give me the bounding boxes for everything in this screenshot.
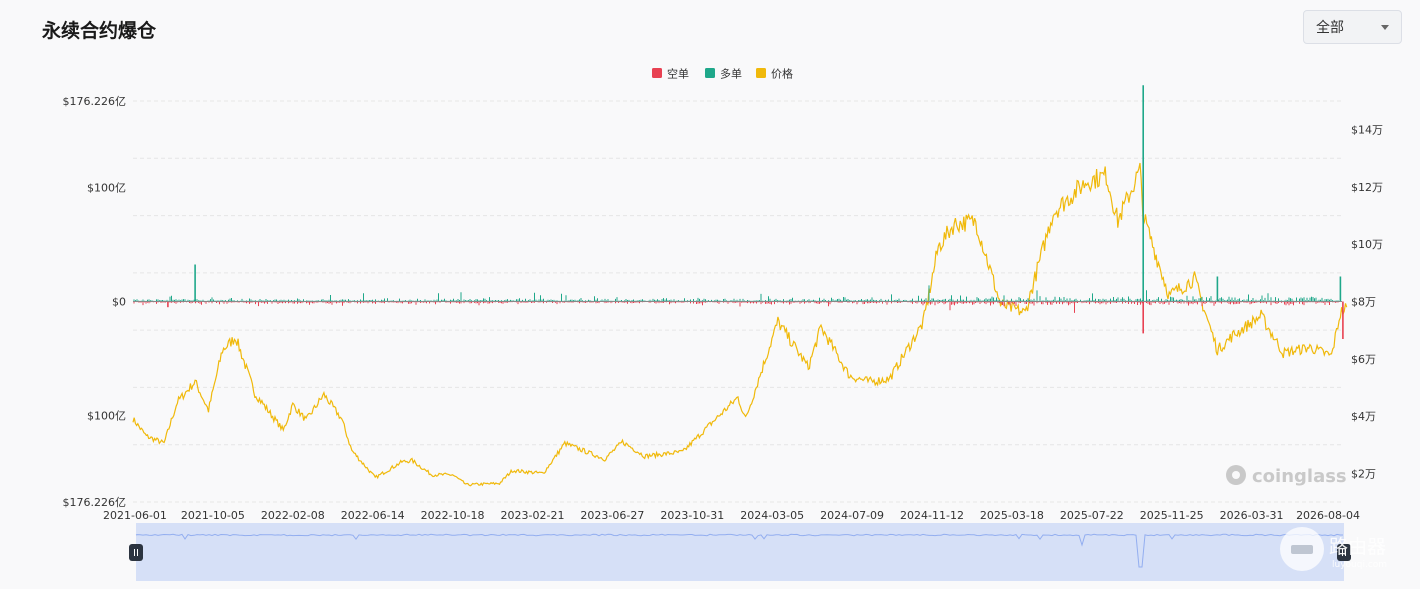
coinglass-logo-icon-core: [1232, 471, 1240, 479]
y-left-tick-label: $176.226亿: [63, 95, 127, 108]
x-tick-label: 2021-10-05: [181, 509, 245, 522]
site-badge-title: 路由器: [1329, 536, 1386, 558]
slider-track[interactable]: [136, 523, 1344, 581]
axes: $176.226亿 $100亿 $0 $100亿 $176.226亿 $14万 $12万 $1…: [63, 95, 1384, 522]
price-line: [132, 162, 1348, 487]
x-tick-label: 2023-10-31: [660, 509, 724, 522]
legend-item-price[interactable]: 价格: [756, 67, 793, 81]
router-logo-body: [1291, 545, 1313, 554]
chevron-down-icon: [1381, 24, 1389, 30]
y-left-tick-label: $100亿: [87, 182, 126, 195]
x-tick-label: 2022-10-18: [421, 509, 485, 522]
liquidation-noise: [133, 285, 1339, 313]
legend-label: 多单: [720, 67, 742, 81]
legend-label: 空单: [667, 67, 689, 81]
time-range-value: 全部: [1316, 20, 1344, 36]
drag-handle-icon[interactable]: [129, 544, 143, 561]
zoom-slider[interactable]: 路由器 luyouqi.com: [129, 523, 1387, 581]
x-tick-label: 2022-02-08: [261, 509, 325, 522]
site-badge-subtitle: luyouqi.com: [1332, 560, 1387, 570]
x-tick-label: 2024-11-12: [900, 509, 964, 522]
short-bars: [133, 301, 1339, 313]
x-tick-label: 2023-06-27: [580, 509, 644, 522]
price-series: [132, 162, 1348, 487]
x-tick-label: 2026-08-04: [1296, 509, 1360, 522]
slider-preview-line: [135, 533, 1343, 568]
long-bars: [133, 285, 1339, 302]
y-right-tick-label: $2万: [1351, 467, 1376, 480]
y-right-tick-label: $12万: [1351, 181, 1383, 194]
slider-handle-right[interactable]: [1337, 544, 1351, 561]
liquidation-bars: [133, 85, 1344, 339]
y-right-tick-label: $10万: [1351, 238, 1383, 251]
y-left-tick-label: $0: [112, 296, 126, 309]
grid-lines: [133, 100, 1342, 503]
page-title: 永续合约爆仓: [42, 20, 157, 42]
y-left-tick-label: $100亿: [87, 409, 126, 422]
x-tick-label: 2023-02-21: [501, 509, 565, 522]
watermark-text: coinglass: [1252, 466, 1347, 487]
x-tick-label: 2025-07-22: [1060, 509, 1124, 522]
legend-item-short[interactable]: 空单: [652, 67, 689, 81]
legend-label: 价格: [771, 67, 793, 81]
time-range-select[interactable]: 全部: [1303, 10, 1402, 44]
x-tick-label: 2026-03-31: [1220, 509, 1284, 522]
legend-item-long[interactable]: 多单: [705, 67, 742, 81]
drag-handle-icon[interactable]: [1337, 544, 1351, 561]
slider-handle-left[interactable]: [129, 544, 143, 561]
y-left-tick-label: $176.226亿: [63, 496, 127, 509]
legend[interactable]: 空单 多单 价格: [652, 67, 793, 81]
x-tick-label: 2024-03-05: [740, 509, 804, 522]
legend-swatch: [705, 68, 715, 78]
legend-swatch: [756, 68, 766, 78]
y-right-tick-label: $8万: [1351, 296, 1376, 309]
y-right-tick-label: $4万: [1351, 410, 1376, 423]
y-right-tick-label: $6万: [1351, 353, 1376, 366]
x-tick-label: 2022-06-14: [341, 509, 405, 522]
y-right-tick-label: $14万: [1351, 124, 1383, 137]
legend-swatch: [652, 68, 662, 78]
x-tick-label: 2025-03-18: [980, 509, 1044, 522]
site-badge: 路由器 luyouqi.com: [1280, 527, 1387, 571]
x-tick-label: 2024-07-09: [820, 509, 884, 522]
x-tick-label: 2025-11-25: [1140, 509, 1204, 522]
watermark: coinglass: [1226, 465, 1347, 487]
x-tick-label: 2021-06-01: [103, 509, 167, 522]
